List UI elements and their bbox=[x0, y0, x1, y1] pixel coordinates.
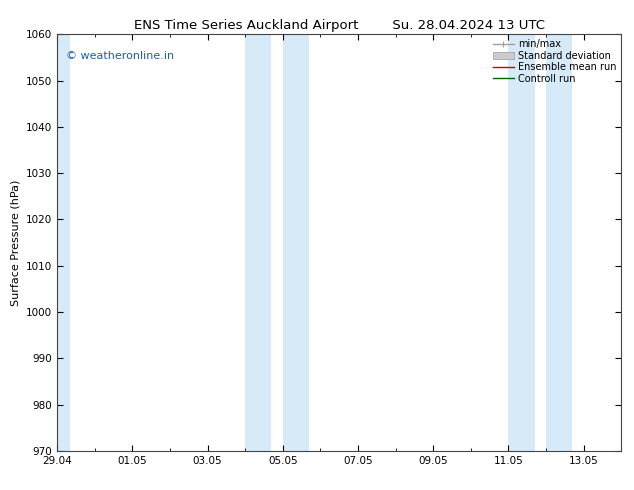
Bar bbox=[55, 34, 70, 451]
Bar bbox=[546, 34, 573, 451]
Bar bbox=[245, 34, 271, 451]
Text: © weatheronline.in: © weatheronline.in bbox=[65, 51, 174, 61]
Legend: min/max, Standard deviation, Ensemble mean run, Controll run: min/max, Standard deviation, Ensemble me… bbox=[491, 37, 618, 85]
Bar bbox=[508, 34, 535, 451]
Bar bbox=[283, 34, 309, 451]
Title: ENS Time Series Auckland Airport        Su. 28.04.2024 13 UTC: ENS Time Series Auckland Airport Su. 28.… bbox=[134, 19, 545, 32]
Y-axis label: Surface Pressure (hPa): Surface Pressure (hPa) bbox=[10, 179, 20, 306]
